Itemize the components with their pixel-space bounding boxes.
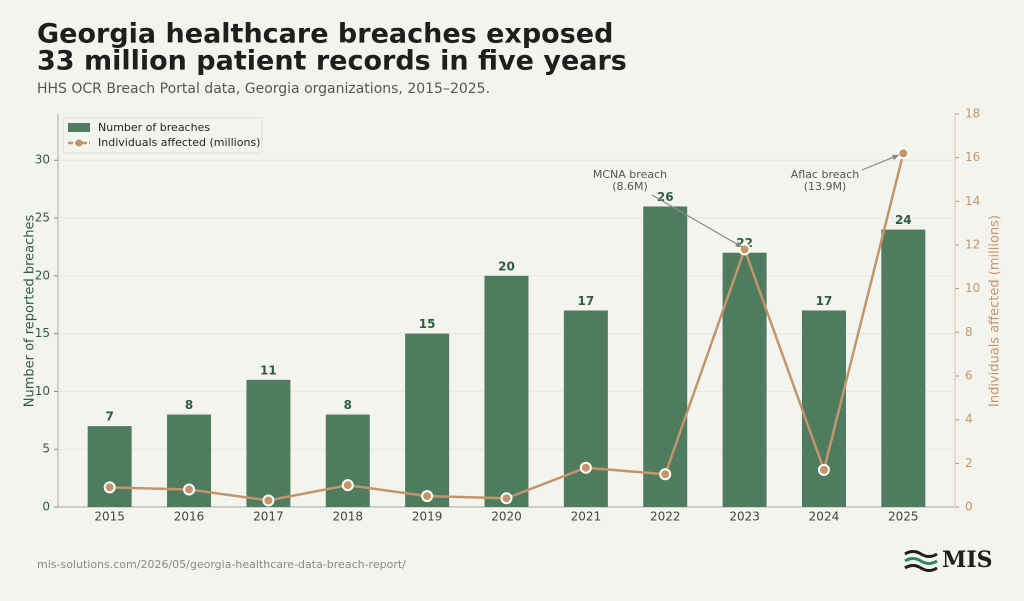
line-point: [579, 461, 592, 474]
x-tick-label: 2019: [412, 510, 443, 524]
logo: MIS: [942, 547, 993, 573]
bar: [87, 426, 132, 507]
x-tick-label: 2025: [888, 510, 919, 524]
annotation: Aflac breach: [791, 168, 860, 181]
bar-value-label: 20: [498, 259, 515, 273]
x-tick-label: 2018: [332, 510, 363, 524]
bar: [405, 333, 450, 507]
bar: [246, 379, 291, 507]
x-tick-label: 2020: [491, 510, 522, 524]
bar-value-label: 7: [106, 410, 114, 424]
y2-tick-label: 8: [965, 325, 973, 339]
y-axis-label: Number of reported breaches: [23, 215, 38, 408]
line-point: [183, 483, 196, 496]
line-point: [659, 468, 672, 481]
annotation: (13.9M): [804, 180, 847, 193]
x-tick-label: 2021: [571, 510, 602, 524]
legend-swatch: [75, 139, 83, 147]
bar-value-label: 8: [185, 398, 193, 412]
annotation-arrowhead: [735, 241, 742, 247]
x-tick-label: 2017: [253, 510, 284, 524]
line-point: [738, 243, 751, 256]
logo-icon: [904, 550, 938, 572]
y2-tick-label: 14: [965, 194, 980, 208]
annotation-arrow: [861, 154, 900, 171]
chart-title: 33 million patient records in five years: [37, 46, 627, 77]
bar-value-label: 17: [816, 294, 833, 308]
y2-tick-label: 6: [965, 369, 973, 383]
y-tick-label: 20: [35, 268, 50, 282]
y2-axis-label: Individuals affected (millions): [988, 215, 1003, 407]
y2-tick-label: 4: [965, 412, 973, 426]
line-point: [341, 479, 354, 492]
line-point: [817, 463, 830, 476]
y2-tick-label: 16: [965, 150, 980, 164]
annotation-arrowhead: [892, 154, 899, 160]
legend-label: Individuals affected (millions): [98, 136, 260, 149]
legend-box: [62, 117, 263, 154]
bar-value-label: 24: [895, 213, 912, 227]
bar: [722, 252, 767, 507]
bar: [484, 275, 529, 507]
chart-title: Georgia healthcare breaches exposed: [37, 19, 613, 50]
bar-value-label: 8: [344, 398, 352, 412]
annotation: (8.6M): [612, 180, 648, 193]
y2-tick-label: 2: [965, 456, 973, 470]
annotation: MCNA breach: [593, 168, 667, 181]
x-tick-label: 2015: [94, 510, 125, 524]
x-tick-label: 2022: [650, 510, 681, 524]
y2-tick-label: 18: [965, 107, 980, 121]
annotation-arrow: [651, 194, 743, 248]
bar-value-label: 11: [260, 363, 277, 377]
y2-tick-label: 12: [965, 238, 980, 252]
y-tick-label: 0: [42, 500, 50, 514]
x-tick-label: 2023: [729, 510, 760, 524]
line-point: [500, 492, 513, 505]
bar-value-label: 17: [578, 294, 595, 308]
x-tick-label: 2024: [809, 510, 840, 524]
y2-tick-label: 0: [965, 500, 973, 514]
x-tick-label: 2016: [174, 510, 205, 524]
line-point: [421, 490, 434, 503]
y-tick-label: 5: [42, 442, 50, 456]
y2-tick-label: 10: [965, 281, 980, 295]
y-tick-label: 30: [35, 153, 50, 167]
line-point: [897, 147, 910, 160]
bar: [643, 206, 688, 507]
chart-subtitle: HHS OCR Breach Portal data, Georgia orga…: [37, 81, 490, 97]
bar: [325, 414, 370, 507]
bar-value-label: 26: [657, 190, 674, 204]
bar: [881, 229, 926, 507]
line-point: [103, 481, 116, 494]
line-point: [262, 494, 275, 507]
bar: [563, 310, 608, 507]
y-tick-label: 25: [35, 211, 50, 225]
y-tick-label: 15: [35, 326, 50, 340]
y-tick-label: 10: [35, 384, 50, 398]
legend-label: Number of breaches: [98, 121, 210, 134]
legend-swatch: [68, 123, 90, 132]
bar-value-label: 15: [419, 317, 436, 331]
source: mis-solutions.com/2026/05/georgia-health…: [37, 558, 406, 571]
